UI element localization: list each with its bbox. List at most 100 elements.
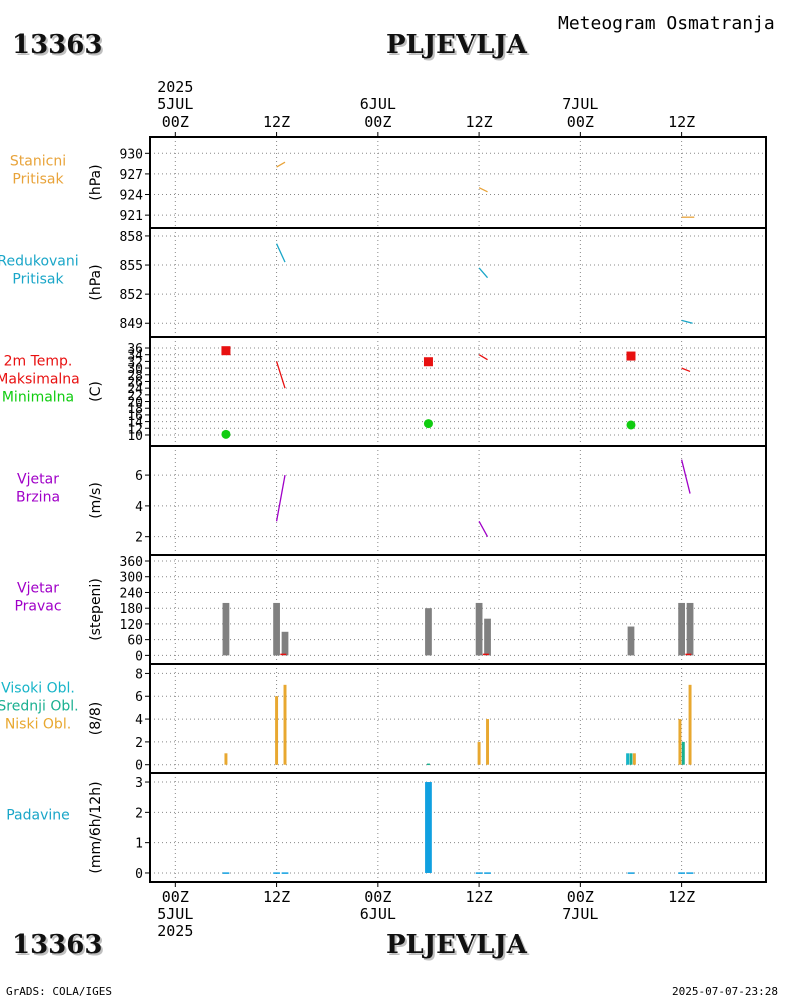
panel-p4 <box>145 445 767 556</box>
y-tick-label: 240 <box>120 586 143 601</box>
panel-unit: (hPa) <box>88 264 104 300</box>
top-tick-date: 7JUL <box>562 95 598 113</box>
y-tick-label: 8 <box>135 667 143 682</box>
bar <box>426 763 430 766</box>
y-tick-label: 30 <box>127 362 143 377</box>
bar <box>686 602 694 656</box>
bar <box>222 602 230 656</box>
panel-label: Niski Obl. <box>5 717 71 733</box>
panel-label: 2m Temp. <box>4 354 73 370</box>
marker-minimalna <box>626 420 636 430</box>
bar <box>681 741 685 765</box>
top-tick-hour: 00Z <box>364 113 391 131</box>
panel-frame <box>149 554 767 665</box>
top-tick-hour: 00Z <box>162 113 189 131</box>
y-tick-label: 18 <box>127 402 143 417</box>
y-tick-label: 4 <box>135 713 143 728</box>
panel-unit: (mm/6h/12h) <box>88 781 104 873</box>
y-tick-label: 1 <box>135 837 143 852</box>
bar <box>475 872 483 874</box>
bar <box>224 753 228 765</box>
panel-label: Visoki Obl. <box>1 681 75 697</box>
series-line <box>478 267 489 279</box>
y-tick-label: 0 <box>135 867 143 882</box>
series-line <box>681 319 693 324</box>
panel-p7 <box>145 772 767 883</box>
panel-label: Srednji Obl. <box>0 699 79 715</box>
bar <box>273 602 280 656</box>
y-tick-label: 28 <box>127 369 143 384</box>
panel-label: Vjetar <box>17 581 59 597</box>
bar <box>484 618 491 656</box>
bar <box>686 872 694 874</box>
panel-p6 <box>145 663 767 774</box>
series-line <box>275 361 286 389</box>
station-name-bottom: PLJEVLJA <box>386 930 527 960</box>
bar <box>627 626 635 656</box>
panel-label: Padavine <box>6 808 70 824</box>
top-tick-date: 5JUL <box>157 95 193 113</box>
panel-p3 <box>145 336 767 447</box>
bottom-tick-label: 00Z <box>567 888 594 906</box>
series-line <box>680 459 691 494</box>
marker-maksimalna <box>626 351 636 361</box>
y-tick-label: 12 <box>127 422 143 437</box>
y-tick-label: 360 <box>120 555 143 570</box>
y-tick-label: 300 <box>120 571 143 586</box>
bar <box>632 753 636 765</box>
panel-label: Vjetar <box>17 472 59 488</box>
series-line <box>276 161 286 168</box>
panel-frame <box>149 336 767 447</box>
bottom-tick-label: 00Z <box>364 888 391 906</box>
panel-frame <box>149 663 767 774</box>
panel-unit: (m/s) <box>88 482 104 519</box>
top-tick-hour: 00Z <box>567 113 594 131</box>
series-line <box>478 520 489 537</box>
bar <box>627 872 635 874</box>
y-tick-label: 852 <box>120 288 143 303</box>
bar <box>475 602 483 656</box>
series-line <box>478 187 488 193</box>
y-tick-label: 60 <box>127 634 143 649</box>
series-line <box>275 474 286 522</box>
bar <box>678 719 682 765</box>
panel-frame <box>149 445 767 556</box>
panel-label: Pritisak <box>12 172 64 188</box>
panel-frame <box>149 227 767 338</box>
y-tick-label: 849 <box>120 317 143 332</box>
panel-unit: (stepeni) <box>88 578 104 641</box>
bar <box>281 872 289 874</box>
panel-frame <box>149 772 767 883</box>
bar <box>678 602 685 656</box>
bar <box>688 684 692 765</box>
y-tick-label: 16 <box>127 409 143 424</box>
y-tick-label: 120 <box>120 618 143 633</box>
y-tick-label: 6 <box>135 690 143 705</box>
panel-label: Brzina <box>16 490 60 506</box>
y-tick-label: 20 <box>127 396 143 411</box>
bar <box>425 782 432 873</box>
bar <box>477 741 481 765</box>
bar <box>678 872 685 874</box>
station-id-top: 13363 <box>12 30 103 60</box>
panel-frame <box>149 136 767 229</box>
marker-minimalna <box>423 419 433 429</box>
footer-credit: GrADS: COLA/IGES <box>6 985 112 998</box>
panel-p1 <box>145 136 767 229</box>
bar <box>275 696 279 765</box>
panel-label: Pravac <box>14 599 61 615</box>
y-tick-label: 24 <box>127 382 143 397</box>
bar <box>425 608 432 656</box>
y-tick-label: 0 <box>135 759 143 774</box>
bottom-tick-label: 7JUL <box>562 905 598 923</box>
y-tick-label: 0 <box>135 649 143 664</box>
y-tick-label: 34 <box>127 349 143 364</box>
y-tick-label: 3 <box>135 776 143 791</box>
bottom-tick-label: 2025 <box>157 922 193 940</box>
panel-unit: (8/8) <box>88 702 104 735</box>
panel-label: Redukovani <box>0 254 79 270</box>
top-tick-hour: 12Z <box>668 113 695 131</box>
meteogram-title: Meteogram Osmatranja <box>558 13 775 34</box>
top-tick-hour: 12Z <box>466 113 493 131</box>
